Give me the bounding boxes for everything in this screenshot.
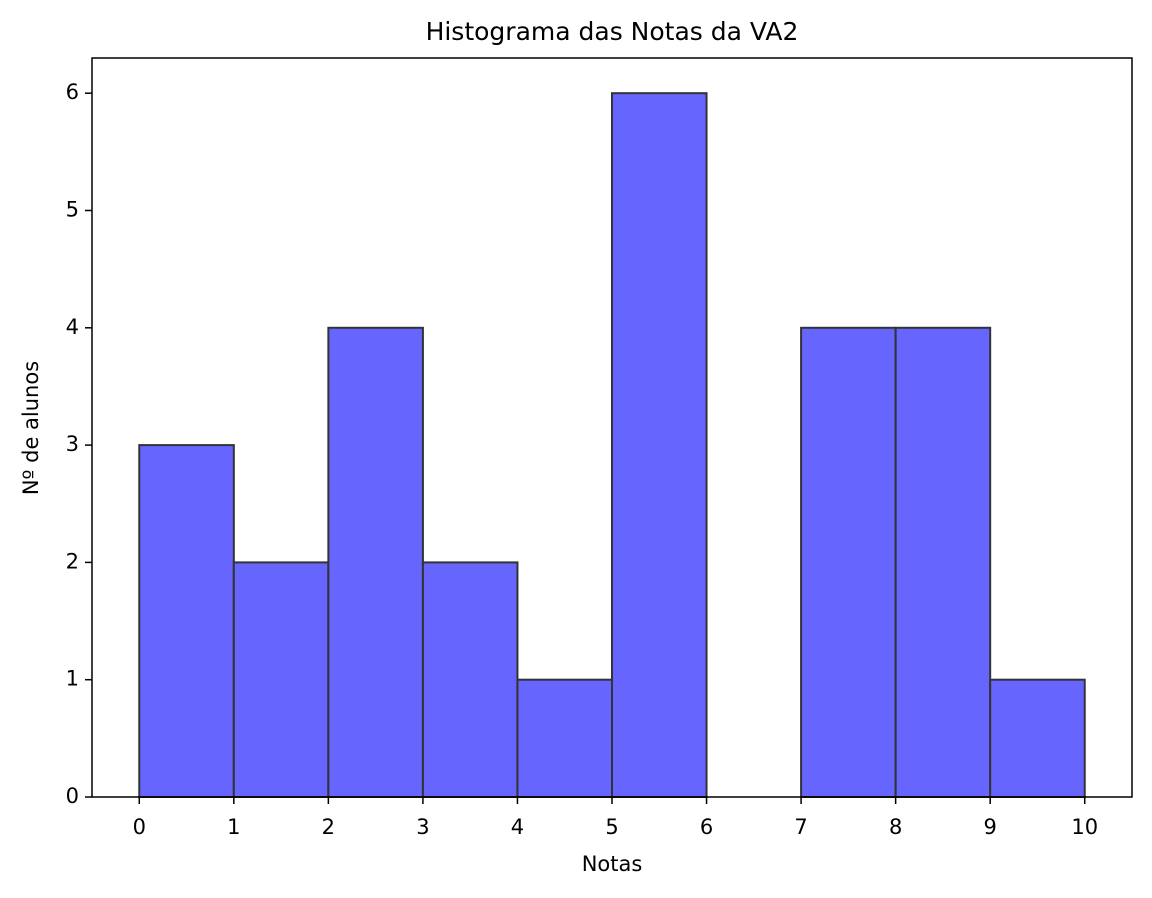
x-tick-label: 5 xyxy=(605,815,618,839)
x-axis-label: Notas xyxy=(582,852,643,876)
y-tick-label: 1 xyxy=(66,667,79,691)
x-tick-label: 2 xyxy=(322,815,335,839)
chart-title: Histograma das Notas da VA2 xyxy=(426,17,799,46)
bar xyxy=(421,561,519,799)
x-tick-label: 0 xyxy=(133,815,146,839)
x-tick-label: 3 xyxy=(416,815,429,839)
x-tick-label: 9 xyxy=(983,815,996,839)
y-tick-label: 4 xyxy=(66,315,79,339)
bar xyxy=(138,444,235,798)
x-tick-label: 6 xyxy=(700,815,713,839)
bar xyxy=(611,92,708,798)
y-tick-label: 3 xyxy=(66,432,79,456)
x-tick-label: 1 xyxy=(227,815,240,839)
bar xyxy=(327,326,424,798)
x-tick-label: 10 xyxy=(1071,815,1098,839)
bar xyxy=(516,678,613,799)
y-tick-label: 0 xyxy=(66,784,79,808)
x-tick-label: 8 xyxy=(889,815,902,839)
bar xyxy=(800,326,897,798)
y-tick-label: 6 xyxy=(66,80,79,104)
bar xyxy=(232,561,330,799)
bar xyxy=(894,326,992,798)
x-tick-label: 4 xyxy=(511,815,524,839)
x-tick-label: 7 xyxy=(794,815,807,839)
y-tick-label: 2 xyxy=(66,549,79,573)
bar xyxy=(989,678,1086,799)
y-tick-label: 5 xyxy=(66,197,79,221)
y-axis-label: Nº de alunos xyxy=(19,361,43,495)
